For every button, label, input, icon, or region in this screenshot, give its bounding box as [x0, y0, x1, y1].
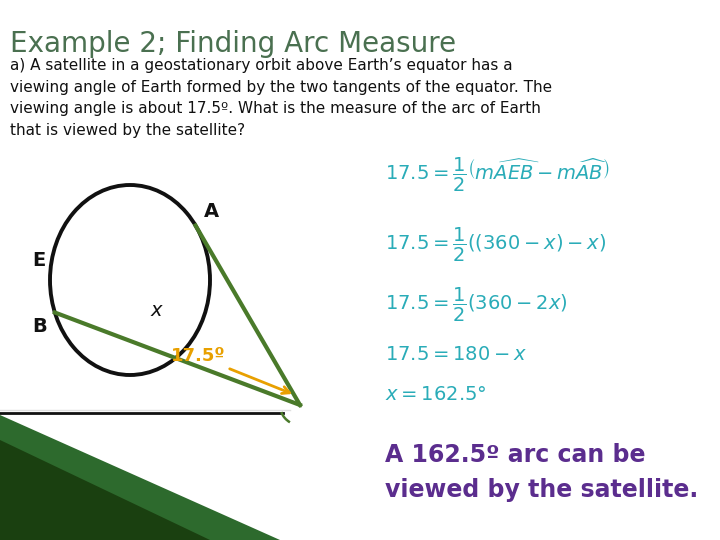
Text: x: x: [150, 300, 161, 320]
Text: $17.5 = 180 - x$: $17.5 = 180 - x$: [385, 346, 527, 365]
Polygon shape: [0, 415, 280, 540]
Text: a) A satellite in a geostationary orbit above Earth’s equator has a
viewing angl: a) A satellite in a geostationary orbit …: [10, 58, 552, 138]
Text: $17.5 = \dfrac{1}{2}\left((360 - x) - x\right)$: $17.5 = \dfrac{1}{2}\left((360 - x) - x\…: [385, 226, 606, 264]
Polygon shape: [0, 440, 210, 540]
Text: $x = 162.5°$: $x = 162.5°$: [385, 386, 487, 404]
Text: $17.5 = \dfrac{1}{2}\left(m\widehat{AEB} - m\widehat{AB}\right)$: $17.5 = \dfrac{1}{2}\left(m\widehat{AEB}…: [385, 156, 610, 194]
Text: 17.5º: 17.5º: [171, 347, 289, 394]
Text: Example 2; Finding Arc Measure: Example 2; Finding Arc Measure: [10, 30, 456, 58]
Text: B: B: [32, 318, 47, 336]
Text: E: E: [32, 251, 45, 269]
Text: $17.5 = \dfrac{1}{2}(360 - 2x)$: $17.5 = \dfrac{1}{2}(360 - 2x)$: [385, 286, 568, 324]
Text: viewed by the satellite.: viewed by the satellite.: [385, 478, 698, 502]
Text: A 162.5º arc can be: A 162.5º arc can be: [385, 443, 646, 467]
Text: A: A: [204, 201, 219, 220]
